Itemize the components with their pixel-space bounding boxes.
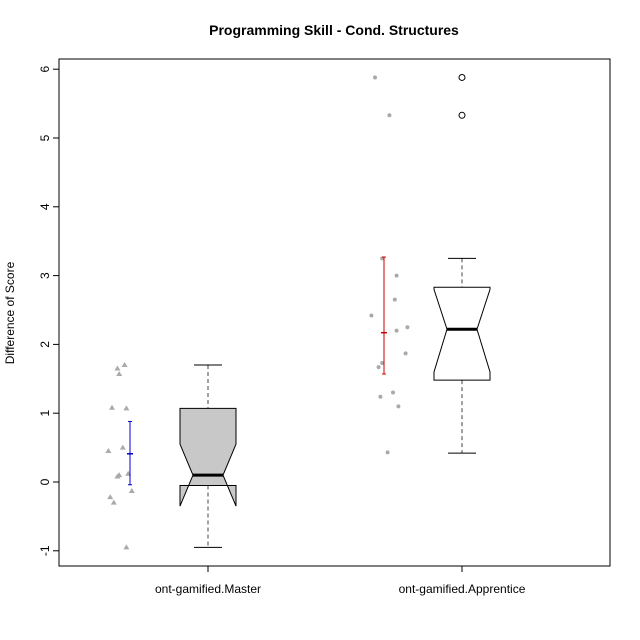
data-point	[369, 313, 374, 318]
plot-marks: -1 0 1 2 3 4 5 6 ont-gamified.Master ont-gamified…	[38, 66, 526, 596]
data-point	[123, 405, 130, 411]
data-point	[105, 448, 112, 454]
data-point	[110, 499, 117, 505]
data-point	[385, 450, 390, 455]
y-tick-label: 2	[38, 341, 52, 348]
outlier-point	[458, 73, 466, 81]
data-point	[119, 444, 126, 450]
data-point	[405, 325, 410, 330]
data-point	[403, 351, 408, 356]
data-point	[392, 297, 397, 302]
y-tick-label: 6	[38, 66, 52, 73]
data-point	[116, 370, 123, 376]
data-point	[394, 328, 399, 333]
data-point	[387, 113, 392, 118]
chart-title: Programming Skill - Cond. Structures	[209, 22, 459, 38]
data-point	[391, 390, 395, 395]
data-point	[396, 404, 401, 409]
box	[433, 286, 491, 381]
data-point	[114, 365, 121, 371]
data-point	[128, 487, 135, 493]
y-tick-label: 5	[38, 134, 52, 141]
outlier-point	[458, 111, 466, 119]
data-point	[114, 473, 121, 479]
data-point	[378, 394, 383, 399]
y-tick-label: -1	[38, 545, 52, 556]
y-tick-label: 3	[38, 272, 52, 279]
data-point	[376, 365, 381, 370]
data-point	[394, 273, 399, 278]
data-point	[123, 544, 130, 550]
box	[179, 407, 237, 507]
data-point	[373, 75, 377, 80]
y-tick-label: 1	[38, 410, 52, 417]
plot-frame	[58, 58, 611, 567]
data-point	[109, 404, 115, 410]
y-tick-label: 0	[38, 478, 52, 485]
y-axis-label: Difference of Score	[3, 261, 17, 364]
x-tick-label: ont-gamified.Master	[155, 582, 261, 596]
data-point	[380, 360, 385, 365]
data-point	[121, 362, 128, 368]
data-point	[107, 494, 114, 500]
x-tick-label: ont-gamified.Apprentice	[399, 582, 526, 596]
y-tick-label: 4	[38, 203, 52, 210]
